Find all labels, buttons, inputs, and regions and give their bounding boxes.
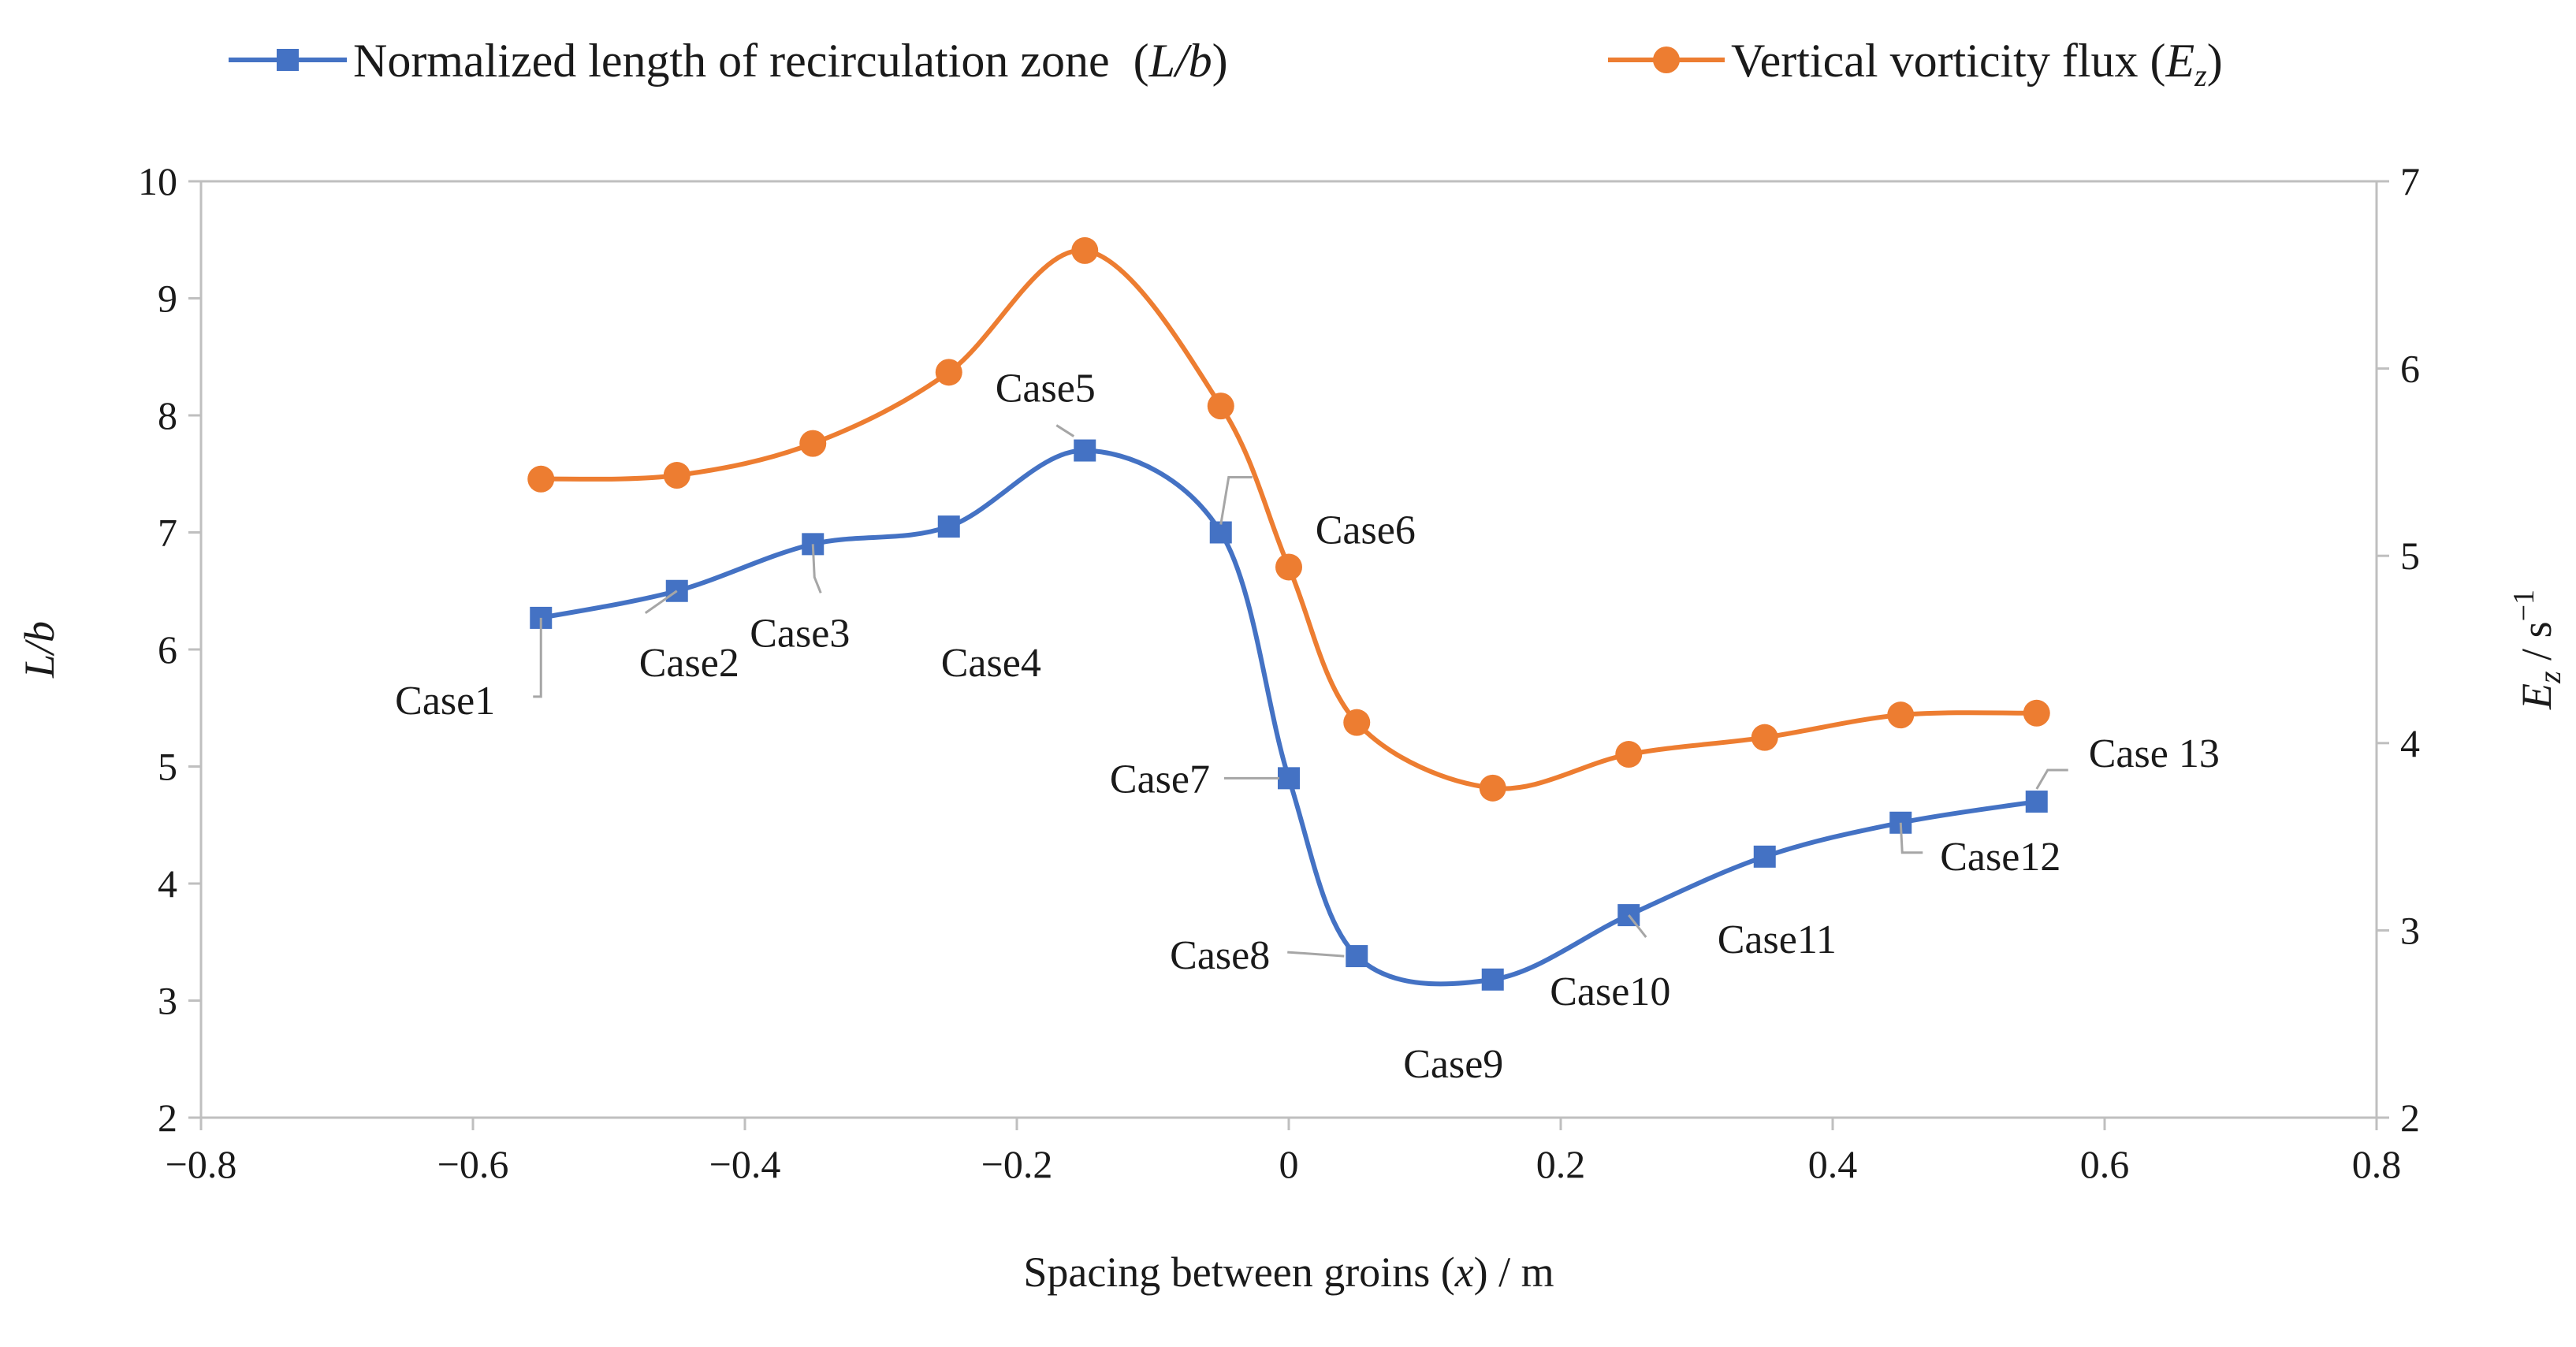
case-label: Case12	[1940, 835, 2060, 880]
right-y-axis-ticks: 2 3 4 5 6 7	[2377, 159, 2420, 1140]
case-label: Case7	[1110, 757, 1210, 802]
data-point-l-b	[937, 515, 960, 538]
right-y-tick-label: 2	[2400, 1096, 2420, 1140]
x-tick-label: −0.6	[437, 1142, 509, 1186]
data-point-l-b	[1481, 968, 1504, 991]
case-leader-line	[1899, 822, 1923, 854]
left-y-axis-title: L/b	[16, 621, 63, 679]
data-point-ez	[1207, 393, 1234, 420]
legend-marker-l-b	[277, 49, 299, 71]
data-point-ez	[1071, 236, 1099, 264]
data-point-ez	[663, 462, 691, 489]
case-label: Case10	[1550, 969, 1670, 1014]
series-line-l-b	[540, 448, 2038, 987]
legend-item-l-b: Normalized length of recirculation zone …	[229, 35, 1228, 87]
x-tick-label: 0.4	[1808, 1142, 1858, 1186]
data-point-l-b	[1346, 945, 1368, 968]
data-point-ez	[1479, 774, 1506, 802]
series-line-ez	[541, 247, 2037, 791]
left-y-tick-label: 5	[158, 745, 177, 789]
legend-item-ez: Vertical vorticity flux (Ez)	[1608, 35, 2223, 93]
legend-marker-ez	[1653, 47, 1680, 73]
data-point-l-b	[1278, 767, 1300, 790]
left-y-tick-label: 3	[158, 979, 177, 1023]
data-point-l-b	[1209, 521, 1232, 544]
left-y-tick-label: 7	[158, 511, 177, 555]
case-leader-line	[644, 590, 678, 614]
right-y-axis-title: Ez / s−1	[2507, 590, 2567, 710]
x-tick-label: 0.6	[2080, 1142, 2130, 1186]
case-leader-line	[1219, 476, 1253, 525]
case-label: Case4	[941, 641, 1041, 686]
right-y-tick-label: 7	[2400, 159, 2420, 203]
data-point-ez	[799, 430, 827, 457]
left-y-tick-label: 6	[158, 627, 177, 672]
case-leader-line	[1628, 914, 1647, 939]
right-y-tick-label: 3	[2400, 908, 2420, 952]
data-point-ez	[1615, 741, 1643, 768]
case-leader-line	[533, 617, 542, 698]
case-leader-line	[2035, 768, 2068, 790]
case-label: Case1	[395, 679, 495, 724]
left-y-tick-label: 8	[158, 393, 177, 437]
data-point-l-b	[1074, 439, 1096, 462]
data-point-ez	[1275, 553, 1302, 581]
plot-area	[199, 180, 2378, 1119]
x-tick-label: 0.2	[1536, 1142, 1586, 1186]
data-point-ez	[2023, 699, 2050, 727]
data-point-ez	[527, 465, 555, 493]
legend-label-ez: Vertical vorticity flux (Ez)	[1731, 35, 2223, 93]
legend: Normalized length of recirculation zone …	[229, 35, 2223, 93]
x-tick-label: −0.2	[981, 1142, 1053, 1186]
case-label: Case8	[1170, 933, 1270, 978]
x-tick-label: 0.8	[2352, 1142, 2402, 1186]
data-point-ez	[1887, 701, 1915, 729]
x-tick-label: −0.8	[166, 1142, 237, 1186]
data-point-ez	[935, 359, 962, 386]
x-tick-label: 0	[1279, 1142, 1299, 1186]
case-label: Case2	[639, 641, 739, 686]
left-y-tick-label: 10	[138, 159, 177, 203]
left-y-tick-label: 4	[158, 861, 177, 906]
x-axis-ticks: −0.8 −0.6 −0.4 −0.2 0 0.2 0.4 0.6 0.8	[166, 1118, 2402, 1186]
legend-label-l-b: Normalized length of recirculation zone …	[353, 35, 1228, 87]
case-leader-line	[1287, 951, 1345, 958]
left-y-tick-label: 9	[158, 277, 177, 321]
left-y-axis-ticks: 2 3 4 5 6 7 8 9 10	[138, 159, 201, 1140]
left-y-tick-label: 2	[158, 1096, 177, 1140]
x-tick-label: −0.4	[709, 1142, 781, 1186]
data-point-ez	[1343, 709, 1371, 736]
case-label: Case5	[996, 367, 1096, 411]
case-label: Case6	[1316, 508, 1416, 553]
data-point-l-b	[1753, 845, 1776, 868]
case-label: Case9	[1403, 1042, 1503, 1087]
data-point-ez	[1751, 724, 1778, 751]
right-y-tick-label: 5	[2400, 534, 2420, 578]
case-label: Case3	[750, 611, 850, 656]
case-leader-line	[1055, 424, 1075, 437]
right-y-tick-label: 4	[2400, 721, 2420, 765]
case-label: Case 13	[2089, 731, 2220, 776]
right-y-tick-label: 6	[2400, 347, 2420, 391]
x-axis-title: Spacing between groins (x) / m	[1023, 1248, 1554, 1296]
case-label: Case11	[1718, 917, 1837, 962]
data-point-l-b	[2025, 791, 2048, 813]
series	[527, 236, 2050, 991]
case-leader-line	[811, 544, 822, 593]
